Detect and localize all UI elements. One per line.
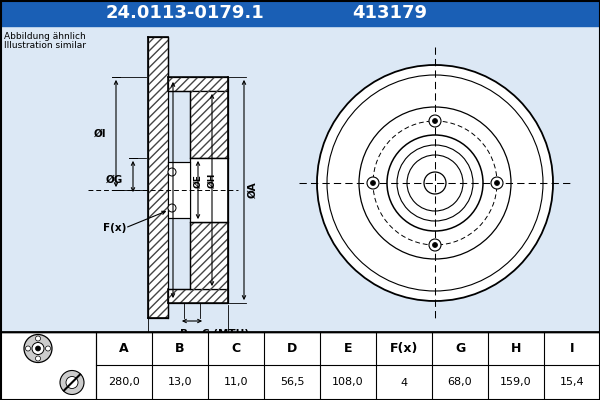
Bar bbox=[148, 37, 168, 318]
Circle shape bbox=[35, 336, 41, 341]
Circle shape bbox=[317, 65, 553, 301]
Text: ØI: ØI bbox=[94, 128, 106, 138]
Bar bbox=[190, 91, 228, 158]
Circle shape bbox=[66, 376, 78, 388]
Text: B: B bbox=[175, 342, 185, 355]
Circle shape bbox=[433, 242, 437, 248]
Text: 413179: 413179 bbox=[353, 4, 427, 22]
Bar bbox=[190, 158, 228, 222]
Circle shape bbox=[491, 177, 503, 189]
Bar bbox=[168, 162, 190, 218]
Circle shape bbox=[25, 346, 31, 351]
Text: F(x): F(x) bbox=[390, 342, 418, 355]
Text: D: D bbox=[176, 351, 184, 361]
Text: 159,0: 159,0 bbox=[500, 378, 532, 388]
Text: H: H bbox=[511, 342, 521, 355]
Text: 280,0: 280,0 bbox=[108, 378, 140, 388]
Bar bbox=[168, 289, 228, 303]
Bar bbox=[168, 289, 228, 303]
Bar bbox=[190, 222, 228, 289]
Text: ØA: ØA bbox=[248, 182, 258, 198]
Circle shape bbox=[494, 180, 499, 186]
Circle shape bbox=[429, 239, 441, 251]
Circle shape bbox=[327, 75, 543, 291]
Text: 11,0: 11,0 bbox=[224, 378, 248, 388]
Circle shape bbox=[32, 342, 44, 354]
Circle shape bbox=[168, 204, 176, 212]
Circle shape bbox=[24, 334, 52, 362]
Text: F(x): F(x) bbox=[103, 223, 127, 233]
Circle shape bbox=[35, 356, 41, 361]
Text: D: D bbox=[287, 342, 297, 355]
Text: ØE: ØE bbox=[193, 174, 203, 188]
Text: G: G bbox=[455, 342, 465, 355]
Circle shape bbox=[387, 135, 483, 231]
Text: 24.0113-0179.1: 24.0113-0179.1 bbox=[106, 4, 265, 22]
Text: B: B bbox=[180, 329, 188, 339]
Text: ØH: ØH bbox=[208, 173, 217, 188]
Text: C (MTH): C (MTH) bbox=[202, 329, 249, 339]
Text: 4: 4 bbox=[400, 378, 407, 388]
Circle shape bbox=[429, 115, 441, 127]
Bar bbox=[190, 91, 228, 158]
Circle shape bbox=[35, 346, 41, 351]
Circle shape bbox=[407, 155, 463, 211]
Circle shape bbox=[433, 118, 437, 124]
Bar bbox=[0, 0, 600, 26]
Circle shape bbox=[359, 107, 511, 259]
Circle shape bbox=[397, 145, 473, 221]
Circle shape bbox=[367, 177, 379, 189]
Text: 56,5: 56,5 bbox=[280, 378, 304, 388]
Text: 68,0: 68,0 bbox=[448, 378, 472, 388]
Circle shape bbox=[46, 346, 50, 351]
Bar bbox=[190, 222, 228, 289]
Text: C: C bbox=[232, 342, 241, 355]
Text: 108,0: 108,0 bbox=[332, 378, 364, 388]
Circle shape bbox=[60, 370, 84, 394]
Bar bbox=[168, 77, 228, 91]
Text: 15,4: 15,4 bbox=[560, 378, 584, 388]
Text: ØG: ØG bbox=[106, 175, 123, 185]
Text: E: E bbox=[344, 342, 352, 355]
Text: Abbildung ähnlich: Abbildung ähnlich bbox=[4, 32, 86, 41]
Bar bbox=[0, 332, 600, 400]
Bar bbox=[148, 37, 168, 318]
Text: 13,0: 13,0 bbox=[168, 378, 192, 388]
Circle shape bbox=[424, 172, 446, 194]
Text: I: I bbox=[570, 342, 574, 355]
Circle shape bbox=[371, 180, 376, 186]
Text: Illustration similar: Illustration similar bbox=[4, 41, 86, 50]
Text: A: A bbox=[119, 342, 129, 355]
Bar bbox=[168, 77, 228, 91]
Circle shape bbox=[168, 168, 176, 176]
